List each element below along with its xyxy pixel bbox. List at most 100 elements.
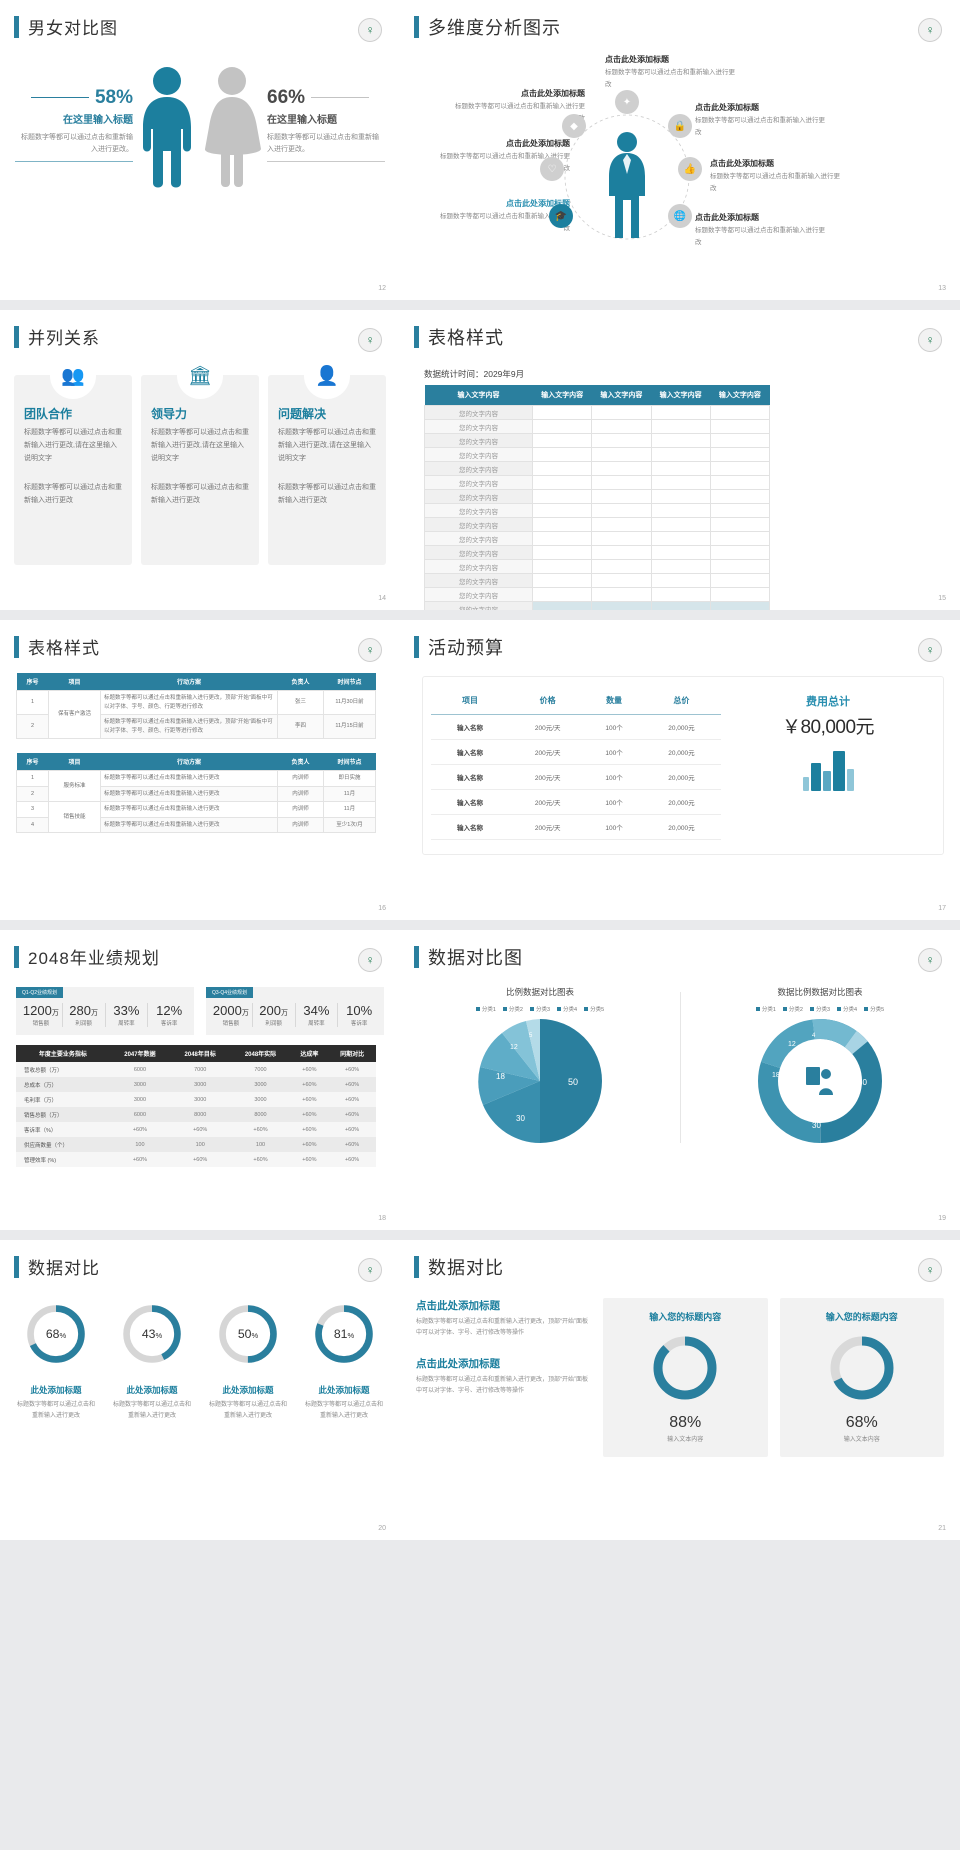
- cell-empty[interactable]: [531, 531, 593, 546]
- cell-empty[interactable]: [709, 433, 771, 448]
- cell-empty[interactable]: [591, 517, 652, 532]
- table-row[interactable]: 输入名称 200元/天 100个 20,000元: [431, 814, 721, 840]
- rocket-icon[interactable]: ✦: [615, 90, 639, 114]
- cell-empty[interactable]: [650, 447, 711, 462]
- cell-empty[interactable]: [591, 489, 652, 504]
- cell-empty[interactable]: [709, 475, 771, 490]
- table-row[interactable]: 2 标题数字等都可以通过点击和重新输入进行更改，顶部“开始”面板中可以对字体、字号…: [16, 714, 376, 740]
- table-row[interactable]: 营收总额（万） 6000 7000 7000 +60% +60%: [16, 1062, 376, 1077]
- cell-empty[interactable]: [591, 559, 652, 574]
- cell-empty[interactable]: [531, 405, 593, 420]
- table-row[interactable]: 总成本（万） 3000 3000 3000 +60% +60%: [16, 1077, 376, 1092]
- gauge-item[interactable]: 68% 此处添加标题 标题数字等都可以通过点击和重新输入进行更改: [10, 1301, 102, 1423]
- table-row[interactable]: 您的文字内容: [424, 475, 771, 490]
- table-row[interactable]: 毛利率（万） 3000 3000 3000 +60% +60%: [16, 1092, 376, 1107]
- cell-empty[interactable]: [591, 503, 652, 518]
- cell-empty[interactable]: [531, 545, 593, 560]
- cell-empty[interactable]: [531, 433, 593, 448]
- label-item-6[interactable]: 点击此处添加标题 标题数字等都可以通过点击和重新输入进行更改: [710, 158, 840, 194]
- gauge-item[interactable]: 43% 此处添加标题 标题数字等都可以通过点击和重新输入进行更改: [106, 1301, 198, 1423]
- cell-empty[interactable]: [591, 447, 652, 462]
- cell-empty[interactable]: [650, 461, 711, 476]
- gauge-panel-2[interactable]: 输入您的标题内容 68% 输入文本内容: [779, 1298, 944, 1457]
- diamond-icon[interactable]: ◆: [562, 114, 586, 138]
- cell-empty[interactable]: [591, 545, 652, 560]
- cell-empty[interactable]: [531, 475, 593, 490]
- cell-empty[interactable]: [650, 531, 711, 546]
- label-item-7[interactable]: 点击此处添加标题 标题数字等都可以通过点击和重新输入进行更改: [695, 212, 825, 248]
- cell-empty[interactable]: [650, 587, 711, 602]
- graduation-icon[interactable]: 🎓: [549, 204, 573, 228]
- table-row[interactable]: 您的文字内容: [424, 489, 771, 504]
- cell-empty[interactable]: [650, 405, 711, 420]
- table-row[interactable]: 您的文字内容: [424, 405, 771, 420]
- label-item-5[interactable]: 点击此处添加标题 标题数字等都可以通过点击和重新输入进行更改: [695, 102, 825, 138]
- cell-empty[interactable]: [531, 447, 593, 462]
- table-row[interactable]: 3 销售技能 标题数字等都可以通过点击和重新输入进行更改 内训师 11月: [16, 801, 376, 834]
- cell-empty[interactable]: [591, 573, 652, 588]
- table-row[interactable]: 客诉率（%） +60% +60% +60% +60% +60%: [16, 1122, 376, 1137]
- table-row[interactable]: 2 标题数字等都可以通过点击和重新输入进行更改 内训师 11月: [16, 785, 376, 803]
- table-row[interactable]: 输入名称 200元/天 100个 20,000元: [431, 714, 721, 740]
- cell-empty[interactable]: [709, 573, 771, 588]
- table-row[interactable]: 输入名称 200元/天 100个 20,000元: [431, 764, 721, 790]
- table-row[interactable]: 输入名称 200元/天 100个 20,000元: [431, 789, 721, 815]
- cell-empty[interactable]: [531, 489, 593, 504]
- cell-empty[interactable]: [709, 587, 771, 602]
- cell-empty[interactable]: [650, 545, 711, 560]
- cell-empty[interactable]: [709, 601, 771, 610]
- cell-empty[interactable]: [650, 475, 711, 490]
- card-problem-solving[interactable]: 👤 问题解决 标题数字等都可以通过点击和重新输入进行更改,请在这里输入说明文字 …: [268, 353, 386, 565]
- cell-empty[interactable]: [709, 545, 771, 560]
- gauge-item[interactable]: 81% 此处添加标题 标题数字等都可以通过点击和重新输入进行更改: [298, 1301, 390, 1423]
- card-teamwork[interactable]: 👥 团队合作 标题数字等都可以通过点击和重新输入进行更改,请在这里输入说明文字 …: [14, 353, 132, 565]
- table-row[interactable]: 管理效率 (%) +60% +60% +60% +60% +60%: [16, 1152, 376, 1167]
- cell-empty[interactable]: [531, 517, 593, 532]
- cell-empty[interactable]: [591, 405, 652, 420]
- cell-empty[interactable]: [709, 517, 771, 532]
- gauge-panel-1[interactable]: 输入您的标题内容 88% 输入文本内容: [603, 1298, 768, 1457]
- cell-empty[interactable]: [709, 419, 771, 434]
- cell-empty[interactable]: [531, 587, 593, 602]
- thumbs-up-icon[interactable]: 👍: [678, 157, 702, 181]
- cell-empty[interactable]: [709, 531, 771, 546]
- table-row[interactable]: 您的文字内容: [424, 559, 771, 574]
- label-item-3-active[interactable]: 点击此处添加标题 标题数字等都可以通过点击和重新输入进行更改: [440, 198, 570, 234]
- cell-empty[interactable]: [709, 503, 771, 518]
- table-row[interactable]: 您的文字内容: [424, 531, 771, 546]
- cell-empty[interactable]: [531, 573, 593, 588]
- cell-empty[interactable]: [591, 475, 652, 490]
- table-row[interactable]: 您的文字内容: [424, 447, 771, 462]
- cell-empty[interactable]: [650, 489, 711, 504]
- lock-icon[interactable]: 🔒: [668, 114, 692, 138]
- cell-empty[interactable]: [709, 405, 771, 420]
- cell-empty[interactable]: [709, 489, 771, 504]
- table-row[interactable]: 1 服务标准 标题数字等都可以通过点击和重新输入进行更改 内训师 即日实施: [16, 770, 376, 803]
- cell-empty[interactable]: [650, 517, 711, 532]
- cell-empty[interactable]: [650, 433, 711, 448]
- table-row[interactable]: 您的文字内容: [424, 503, 771, 518]
- table-row[interactable]: 您的文字内容: [424, 433, 771, 448]
- label-item-2[interactable]: 点击此处添加标题 标题数字等都可以通过点击和重新输入进行更改: [440, 138, 570, 174]
- cell-empty[interactable]: [709, 559, 771, 574]
- cell-empty[interactable]: [591, 587, 652, 602]
- cell-empty[interactable]: [531, 559, 593, 574]
- cell-empty[interactable]: [531, 419, 593, 434]
- table-row[interactable]: 1 保有客户激活 标题数字等都可以通过点击和重新输入进行更改，顶部“开始”面板中可以…: [16, 689, 376, 740]
- cell-empty[interactable]: [591, 419, 652, 434]
- cell-empty[interactable]: [591, 433, 652, 448]
- table-row[interactable]: 您的文字内容: [424, 545, 771, 560]
- table-row[interactable]: 您的文字内容: [424, 573, 771, 588]
- cell-empty[interactable]: [531, 461, 593, 476]
- cell-empty[interactable]: [650, 419, 711, 434]
- cell-empty[interactable]: [650, 573, 711, 588]
- heart-icon[interactable]: ♡: [540, 157, 564, 181]
- globe-icon[interactable]: 🌐: [668, 204, 692, 228]
- table-row[interactable]: 销售总额（万） 6000 8000 8000 +60% +60%: [16, 1107, 376, 1122]
- cell-empty[interactable]: [650, 559, 711, 574]
- cell-empty[interactable]: [650, 503, 711, 518]
- table-row[interactable]: 您的文字内容: [424, 461, 771, 476]
- cell-empty[interactable]: [591, 601, 652, 610]
- cell-empty[interactable]: [531, 503, 593, 518]
- table-row[interactable]: 您的文字内容: [424, 587, 771, 602]
